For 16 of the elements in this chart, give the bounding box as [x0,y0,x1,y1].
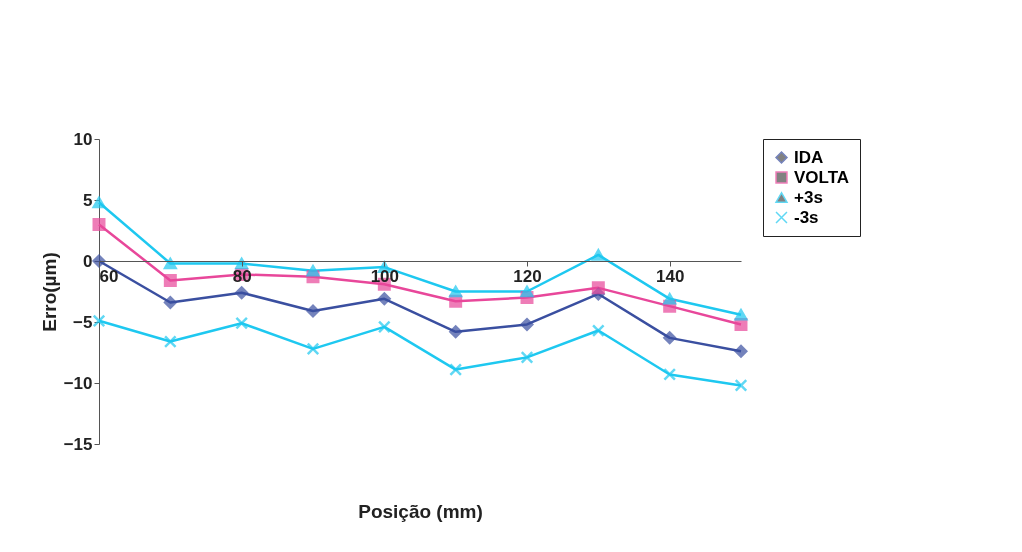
legend-label: -3s [794,207,819,227]
legend-label: IDA [794,147,824,167]
x-tick-label: 140 [655,266,685,286]
y-tick-label: −10 [63,373,93,393]
x-tick-label: 120 [513,266,542,286]
y-axis-title: Erro(µm) [38,252,60,332]
y-tick-label: −5 [73,312,93,332]
legend-label: +3s [794,187,823,207]
x-tick-label: 60 [99,266,119,286]
y-tick-label: 10 [73,129,93,149]
y-tick-label: 5 [83,190,93,210]
x-tick-label: 80 [232,266,252,286]
x-axis-title: Posição (mm) [358,500,483,522]
y-tick-label: −15 [63,434,93,454]
y-tick-label: 0 [83,251,93,271]
legend-label: VOLTA [794,167,850,187]
